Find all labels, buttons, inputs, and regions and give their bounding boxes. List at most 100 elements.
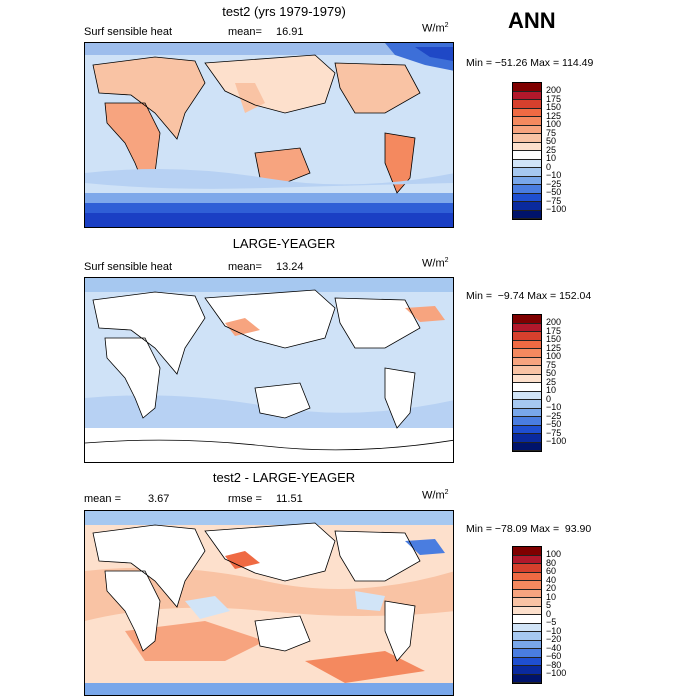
panel2-mean-label: mean=: [228, 261, 262, 273]
panel1-mean-value: 16.91: [276, 26, 304, 38]
colorbar-swatch: [513, 83, 541, 92]
colorbar-swatch: [513, 434, 541, 443]
colorbar-tick-label: −100: [546, 204, 567, 214]
panel2-units: W/m2: [422, 257, 449, 270]
panel3-colorbar-labels: 100 80 60 40 20 10 5 0 −5 −10 −20 −40 −60 −80 −100: [546, 546, 586, 682]
colorbar-tick-label: 25: [546, 376, 557, 387]
colorbar-tick-label: 100: [546, 119, 562, 129]
colorbar-swatch: [513, 383, 541, 392]
colorbar-tick-label: −25: [546, 410, 562, 421]
colorbar-swatch: [513, 555, 541, 564]
colorbar-swatch: [513, 425, 541, 434]
colorbar-swatch: [513, 598, 541, 607]
colorbar-swatch: [513, 357, 541, 366]
colorbar-tick-label: 75: [546, 127, 557, 138]
colorbar-swatch: [513, 442, 541, 451]
colorbar-swatch: [513, 366, 541, 375]
panel1-min-max: Min = −51.26 Max = 114.49: [466, 57, 594, 69]
colorbar-tick-label: 100: [546, 351, 562, 361]
colorbar-tick-label: 50: [546, 136, 557, 146]
colorbar-tick-label: 50: [546, 368, 557, 378]
colorbar-tick-label: 20: [546, 583, 557, 593]
colorbar-tick-label: −10: [546, 625, 562, 636]
colorbar-swatch: [513, 100, 541, 109]
colorbar-swatch: [513, 649, 541, 658]
panel1-title: test2 (yrs 1979-1979): [222, 4, 346, 19]
panel2-title: LARGE-YEAGER: [232, 236, 336, 251]
colorbar-tick-label: 10: [546, 385, 557, 395]
colorbar-swatch: [513, 151, 541, 160]
panel3-map: [84, 510, 454, 696]
colorbar-tick-label: 175: [546, 325, 562, 336]
colorbar-tick-label: 40: [546, 574, 557, 585]
colorbar-swatch: [513, 589, 541, 598]
colorbar-swatch: [513, 547, 541, 556]
colorbar-swatch: [513, 210, 541, 219]
colorbar-swatch: [513, 391, 541, 400]
colorbar-swatch: [513, 581, 541, 590]
colorbar-tick-label: 60: [546, 566, 557, 576]
colorbar-swatch: [513, 125, 541, 134]
colorbar-tick-label: −20: [546, 634, 562, 644]
colorbar-swatch: [513, 374, 541, 383]
panel3-min-max: Min = −78.09 Max = 93.90: [466, 523, 592, 535]
colorbar-swatch: [513, 674, 541, 683]
colorbar-tick-label: −60: [546, 651, 562, 661]
colorbar-tick-label: 0: [546, 608, 552, 619]
panel2-mean-value: 13.24: [276, 261, 304, 273]
panel3-rmse-label: rmse =: [228, 493, 262, 505]
colorbar-tick-label: 25: [546, 144, 557, 155]
colorbar-swatch: [513, 606, 541, 615]
colorbar-tick-label: −50: [546, 419, 562, 429]
colorbar-swatch: [513, 666, 541, 675]
panel2-map: [84, 277, 454, 463]
panel1-colorbar: [512, 82, 542, 220]
colorbar-swatch: [513, 572, 541, 581]
colorbar-swatch: [513, 332, 541, 341]
panel1-mean-label: mean=: [228, 26, 262, 38]
colorbar-swatch: [513, 323, 541, 332]
panel3-colorbar: [512, 546, 542, 684]
colorbar-tick-label: 10: [546, 153, 557, 163]
panel1-colorbar-labels: 200 175 150 125 100 75 50 25 10 0 −10 −25 −50 −75 −100: [546, 82, 586, 218]
panel3-title: test2 - LARGE-YEAGER: [212, 470, 356, 485]
colorbar-tick-label: −5: [546, 617, 557, 627]
colorbar-tick-label: −50: [546, 187, 562, 197]
colorbar-tick-label: 200: [546, 85, 562, 95]
panel3-units: W/m2: [422, 489, 449, 502]
colorbar-tick-label: 10: [546, 591, 557, 602]
panel1-variable: Surf sensible heat: [84, 26, 173, 38]
colorbar-swatch: [513, 657, 541, 666]
panel2-variable: Surf sensible heat: [84, 261, 173, 273]
colorbar-swatch: [513, 117, 541, 126]
colorbar-tick-label: −75: [546, 195, 562, 206]
colorbar-tick-label: 150: [546, 102, 562, 112]
season-title: ANN: [508, 8, 556, 33]
panel3-mean-label: mean =: [84, 493, 121, 505]
colorbar-swatch: [513, 108, 541, 117]
colorbar-tick-label: 0: [546, 393, 552, 404]
colorbar-swatch: [513, 640, 541, 649]
colorbar-swatch: [513, 615, 541, 624]
panel3-map-field: [85, 511, 453, 695]
colorbar-swatch: [513, 400, 541, 409]
colorbar-tick-label: 0: [546, 161, 552, 172]
colorbar-swatch: [513, 185, 541, 194]
panel1-map: [84, 42, 454, 228]
colorbar-swatch: [513, 623, 541, 632]
panel2-colorbar-labels: 200 175 150 125 100 75 50 25 10 0 −10 −25 −50 −75 −100: [546, 314, 586, 450]
colorbar-swatch: [513, 564, 541, 573]
colorbar-swatch: [513, 134, 541, 143]
colorbar-tick-label: −10: [546, 402, 562, 412]
colorbar-swatch: [513, 168, 541, 177]
colorbar-tick-label: −10: [546, 170, 562, 180]
colorbar-tick-label: −80: [546, 659, 562, 670]
panel3-mean-value: 3.67: [148, 493, 170, 505]
panel2-colorbar: [512, 314, 542, 452]
panel3-rmse-value: 11.51: [276, 493, 303, 505]
colorbar-swatch: [513, 159, 541, 168]
panel1-units: W/m2: [422, 22, 449, 35]
colorbar-swatch: [513, 349, 541, 358]
colorbar-tick-label: 150: [546, 334, 562, 344]
panel1-map-field: [85, 43, 453, 227]
